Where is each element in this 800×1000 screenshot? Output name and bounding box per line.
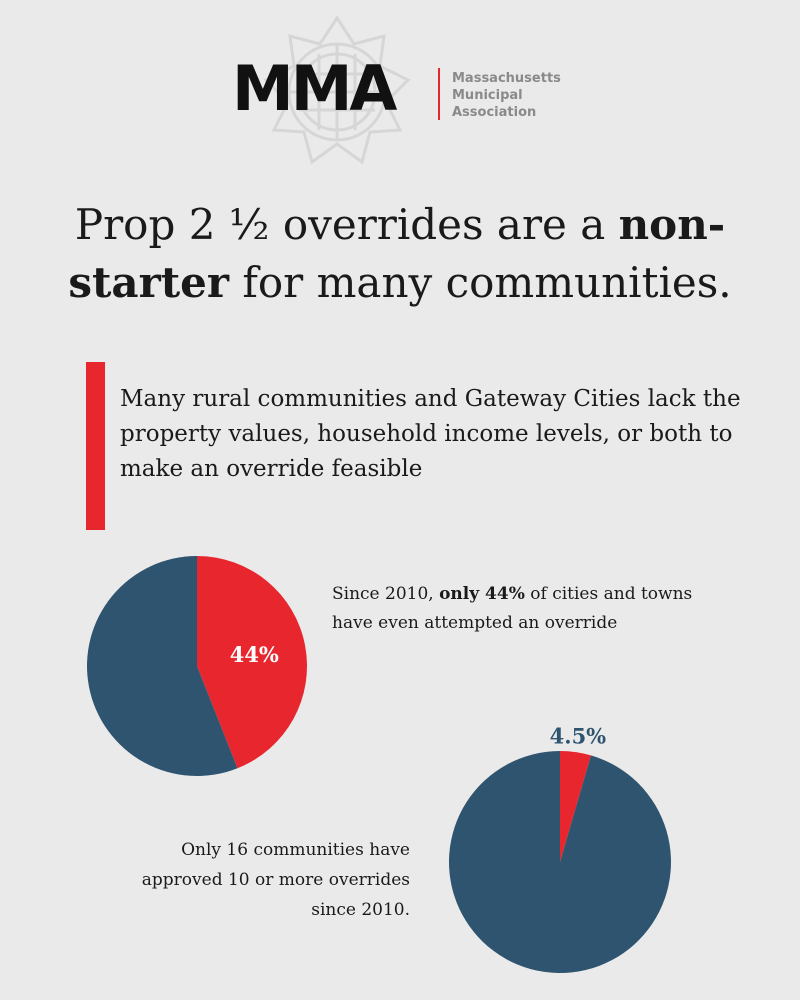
note-text: Since 2010, [332,584,440,604]
logo-association-name: Massachusetts Municipal Association [452,70,561,121]
pie2-slice-1 [560,751,591,862]
logo-name-line: Municipal [452,88,523,103]
attempted-override-note: Since 2010, only 44% of cities and towns… [332,580,732,638]
headline: Prop 2 ½ overrides are a non- starter fo… [0,196,800,312]
note-text: of cities and towns have even attempted … [332,584,693,633]
pie1-slice-1 [197,556,308,769]
pie1-data-label: 44% [230,642,279,667]
pie2-data-label: 4.5% [550,723,607,748]
approved-override-note: Only 16 communities have approved 10 or … [141,840,410,920]
pie1-slice-2 [87,556,238,776]
logo-mark: MMA [232,52,397,125]
note-emphasis: only 44% [439,584,525,604]
logo-seal [263,15,411,165]
headline-text: for many communities. [228,258,732,307]
callout-accent-bar [86,362,105,530]
pie2-slice-2 [448,751,671,973]
headline-text: Prop 2 ½ overrides are a [74,200,619,249]
headline-emphasis: non- [618,200,726,249]
logo-name-line: Association [452,105,537,120]
callout-text: Many rural communities and Gateway Citie… [120,386,741,482]
logo-divider [438,68,440,120]
logo-name-line: Massachusetts [452,71,561,86]
headline-emphasis: starter [68,258,229,307]
